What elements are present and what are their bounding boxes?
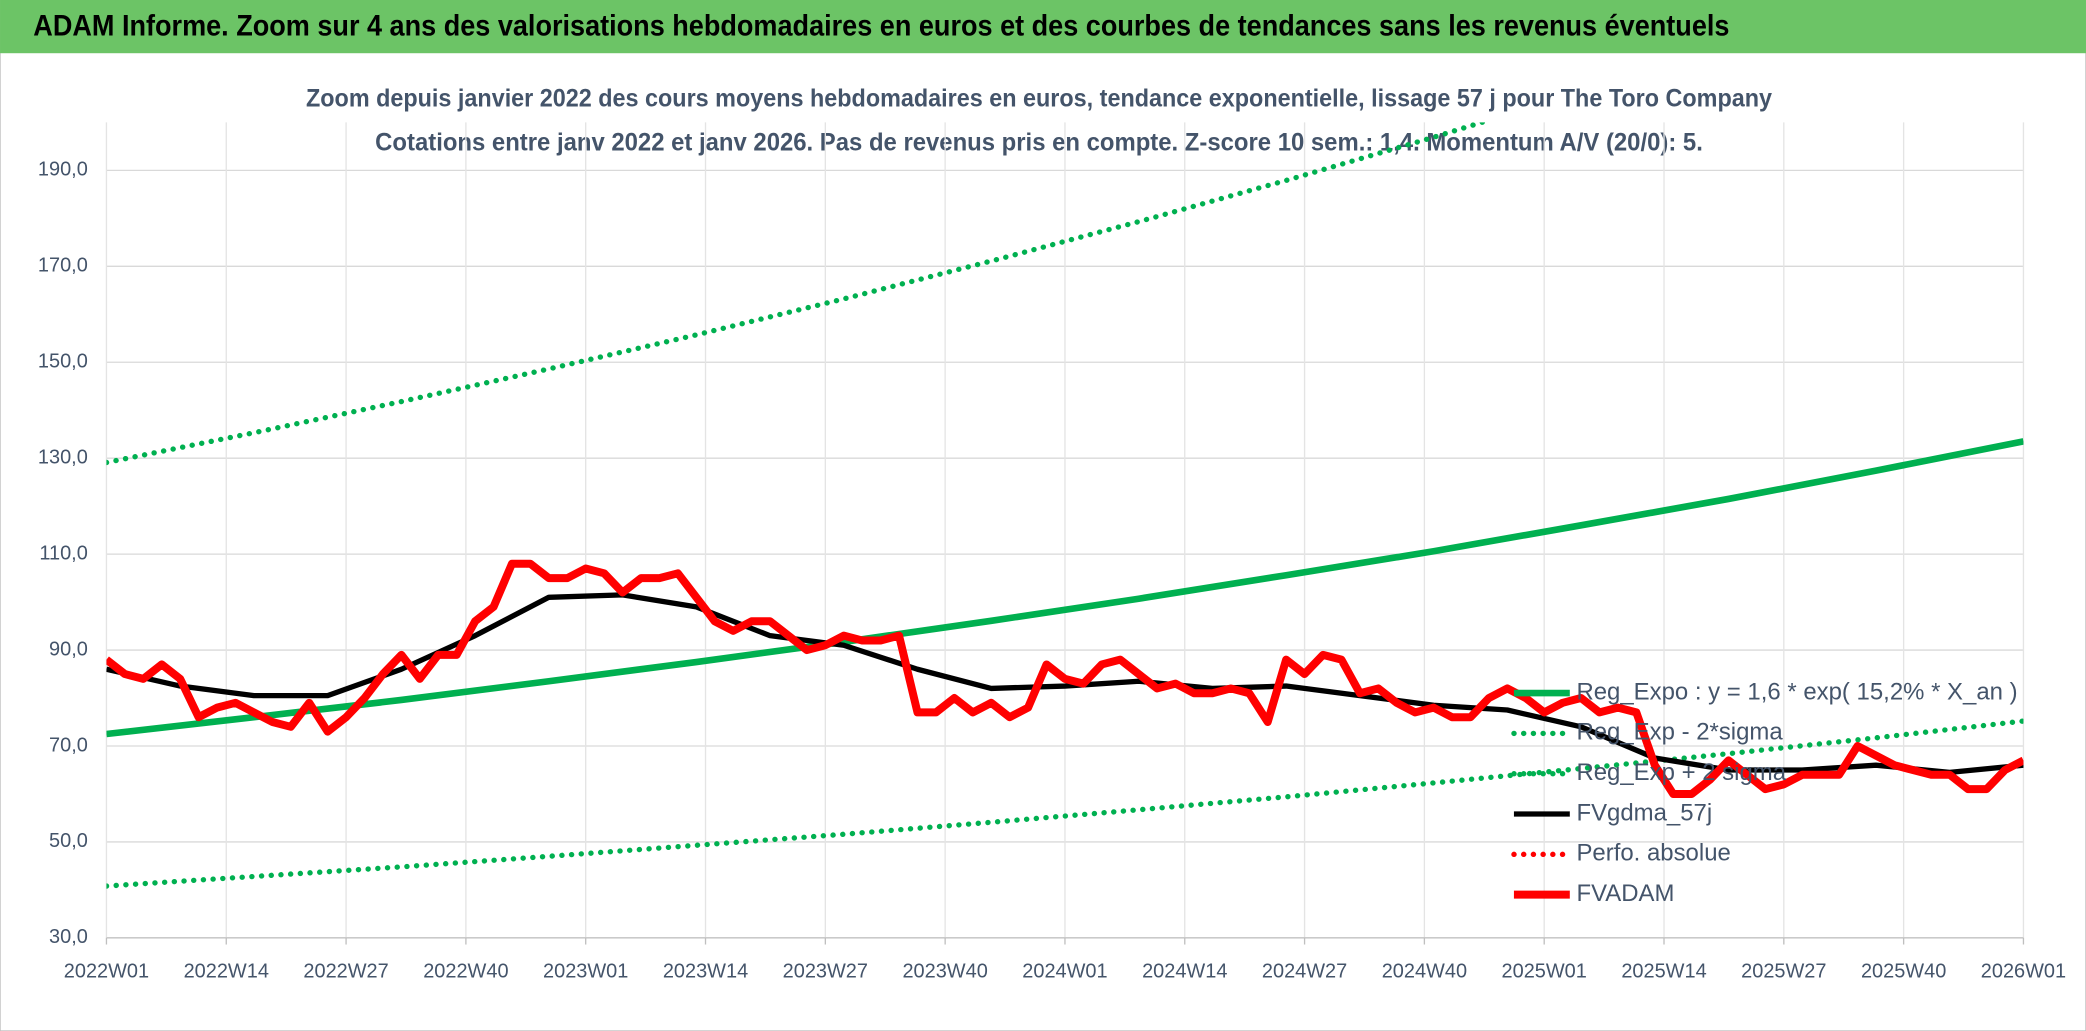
x-tick-label: 2024W14 (1142, 961, 1227, 983)
x-tick-label: 2025W40 (1861, 961, 1946, 983)
legend-label: FVADAM (1576, 880, 1674, 907)
x-tick-label: 2025W27 (1741, 961, 1826, 983)
legend: Reg_Expo : y = 1,6 * exp( 15,2% * X_an )… (1511, 678, 2018, 907)
legend-label: FVgdma_57j (1576, 799, 1712, 826)
series-line (106, 438, 2024, 738)
legend-label: Reg_Exp - 2*sigma (1576, 719, 1783, 746)
x-tick-label: 2023W40 (902, 961, 987, 983)
x-tick-label: 2023W01 (543, 961, 628, 983)
x-tick-label: 2026W01 (1981, 961, 2066, 983)
page-title: ADAM Informe. Zoom sur 4 ans des valoris… (33, 11, 1729, 43)
x-tick-label: 2022W27 (303, 961, 388, 983)
y-tick-label: 150,0 (38, 351, 88, 373)
y-tick-label: 130,0 (38, 446, 88, 468)
x-tick-label: 2024W01 (1022, 961, 1107, 983)
series-line (106, 718, 2024, 889)
y-tick-label: 90,0 (49, 638, 88, 660)
y-tick-label: 70,0 (49, 734, 88, 756)
x-tick-label: 2022W40 (423, 961, 508, 983)
x-tick-label: 2022W01 (64, 961, 149, 983)
legend-label: Perfo. absolue (1576, 840, 1730, 867)
x-tick-label: 2022W14 (184, 961, 269, 983)
grid: 30,0 50,0 70,0 90,0 110,0 130,0 150,0 170,0 190,… (38, 122, 2066, 983)
series-line (106, 592, 2024, 776)
series-line (106, 559, 2024, 798)
plot (106, 122, 2024, 889)
x-tick-label: 2024W27 (1262, 961, 1347, 983)
y-tick-label: 170,0 (38, 255, 88, 277)
y-tick-label: 190,0 (38, 159, 88, 181)
chart-subtitle: Cotations entre janv 2022 et janv 2026. … (375, 128, 1703, 156)
y-tick-label: 110,0 (39, 542, 87, 564)
header-bar (0, 0, 2086, 54)
x-tick-label: 2023W27 (783, 961, 868, 983)
chart-title: Zoom depuis janvier 2022 des cours moyen… (306, 84, 1772, 112)
x-tick-label: 2024W40 (1382, 961, 1467, 983)
y-tick-label: 30,0 (49, 926, 88, 948)
y-tick-label: 50,0 (49, 830, 88, 852)
x-tick-label: 2025W14 (1621, 961, 1706, 983)
x-tick-label: 2023W14 (663, 961, 748, 983)
legend-label: Reg_Expo : y = 1,6 * exp( 15,2% * X_an ) (1576, 678, 2017, 705)
x-tick-label: 2025W01 (1502, 961, 1587, 983)
legend-label: Reg_Exp + 2 sigma (1576, 759, 1786, 786)
